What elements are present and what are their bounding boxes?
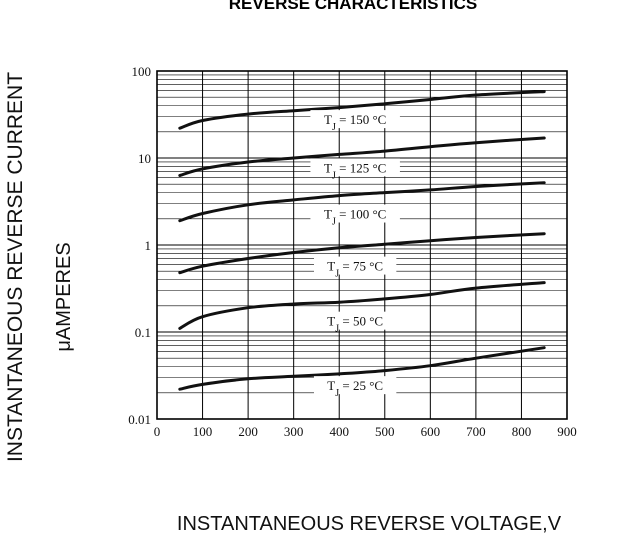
curve-label-prefix: T — [324, 207, 332, 222]
curve-label-prefix: T — [327, 314, 335, 329]
series-line-5 — [178, 346, 546, 391]
y-axis-unit-label: μAMPERES — [53, 242, 75, 351]
curve-label-prefix: T — [324, 112, 332, 127]
curve-label-text: TJ = 150 °C — [324, 112, 386, 133]
curve-label-subscript: J — [335, 323, 339, 334]
x-tick-label: 600 — [421, 424, 441, 439]
series-line-4 — [178, 281, 546, 330]
curve-label-text: TJ = 100 °C — [324, 207, 386, 228]
y-axis-label: INSTANTANEOUS REVERSE CURRENT — [4, 72, 27, 462]
curve-label-subscript: J — [335, 388, 339, 399]
curve-label-suffix: = 50 °C — [339, 314, 383, 329]
curve-label-text: TJ = 25 °C — [327, 378, 383, 399]
curve-label-bg — [310, 158, 400, 177]
y-tick-label: 0.1 — [135, 325, 151, 340]
curve-label-suffix: = 75 °C — [339, 259, 383, 274]
data-curves — [178, 90, 546, 391]
series-line-1 — [178, 136, 546, 177]
y-tick-label: 1 — [145, 238, 152, 253]
curve-label-prefix: T — [324, 160, 332, 175]
series-line-0 — [178, 90, 546, 130]
curve-label-bg — [313, 256, 397, 275]
curve-label-suffix: = 150 °C — [336, 112, 386, 127]
curve-label-text: TJ = 75 °C — [327, 259, 383, 280]
y-tick-label: 10 — [138, 151, 151, 166]
x-tick-label: 500 — [375, 424, 395, 439]
series-line-2 — [178, 181, 546, 223]
x-tick-label: 700 — [466, 424, 486, 439]
x-tick-label: 100 — [193, 424, 213, 439]
curve-label-prefix: T — [327, 259, 335, 274]
x-axis-label: INSTANTANEOUS REVERSE VOLTAGE,V — [177, 513, 562, 534]
curve-label-3: TJ = 75 °C — [313, 256, 397, 280]
curve-label-subscript: J — [332, 170, 336, 181]
x-tick-labels: 0 100 200 300 400 500 600 700 800 900 — [154, 424, 577, 439]
curve-label-bg — [313, 376, 397, 395]
curve-label-5: TJ = 25 °C — [313, 376, 397, 399]
curve-label-subscript: J — [332, 122, 336, 133]
y-tick-label: 0.01 — [128, 412, 151, 427]
curve-label-text: TJ = 50 °C — [327, 314, 383, 335]
x-tick-label: 0 — [154, 424, 161, 439]
x-tick-label: 800 — [512, 424, 532, 439]
curve-label-subscript: J — [332, 216, 336, 227]
curve-label-prefix: T — [327, 378, 335, 393]
curve-label-suffix: = 25 °C — [339, 378, 383, 393]
chart-title: REVERSE CHARACTERISTICS — [229, 0, 477, 13]
plot-frame — [156, 70, 568, 420]
curve-label-text: TJ = 125 °C — [324, 160, 386, 181]
curve-label-bg — [310, 110, 400, 129]
x-tick-label: 400 — [329, 424, 349, 439]
curve-label-2: TJ = 100 °C — [310, 204, 400, 228]
curve-label-suffix: = 100 °C — [336, 207, 386, 222]
curve-label-1: TJ = 125 °C — [310, 158, 400, 181]
curve-label-bg — [313, 311, 397, 330]
curve-label-4: TJ = 50 °C — [313, 311, 397, 335]
x-tick-label: 300 — [284, 424, 304, 439]
y-tick-labels: 100 10 1 0.1 0.01 — [128, 64, 151, 427]
curve-label-subscript: J — [335, 268, 339, 279]
y-tick-label: 100 — [132, 64, 152, 79]
curve-label-0: TJ = 150 °C — [310, 110, 400, 133]
x-tick-label: 900 — [557, 424, 577, 439]
curve-label-suffix: = 125 °C — [336, 160, 386, 175]
grid-lines — [157, 71, 567, 419]
x-tick-label: 200 — [238, 424, 258, 439]
curve-labels: TJ = 150 °CTJ = 125 °CTJ = 100 °CTJ = 75… — [310, 110, 400, 399]
curve-label-bg — [310, 204, 400, 223]
series-line-3 — [178, 232, 546, 275]
